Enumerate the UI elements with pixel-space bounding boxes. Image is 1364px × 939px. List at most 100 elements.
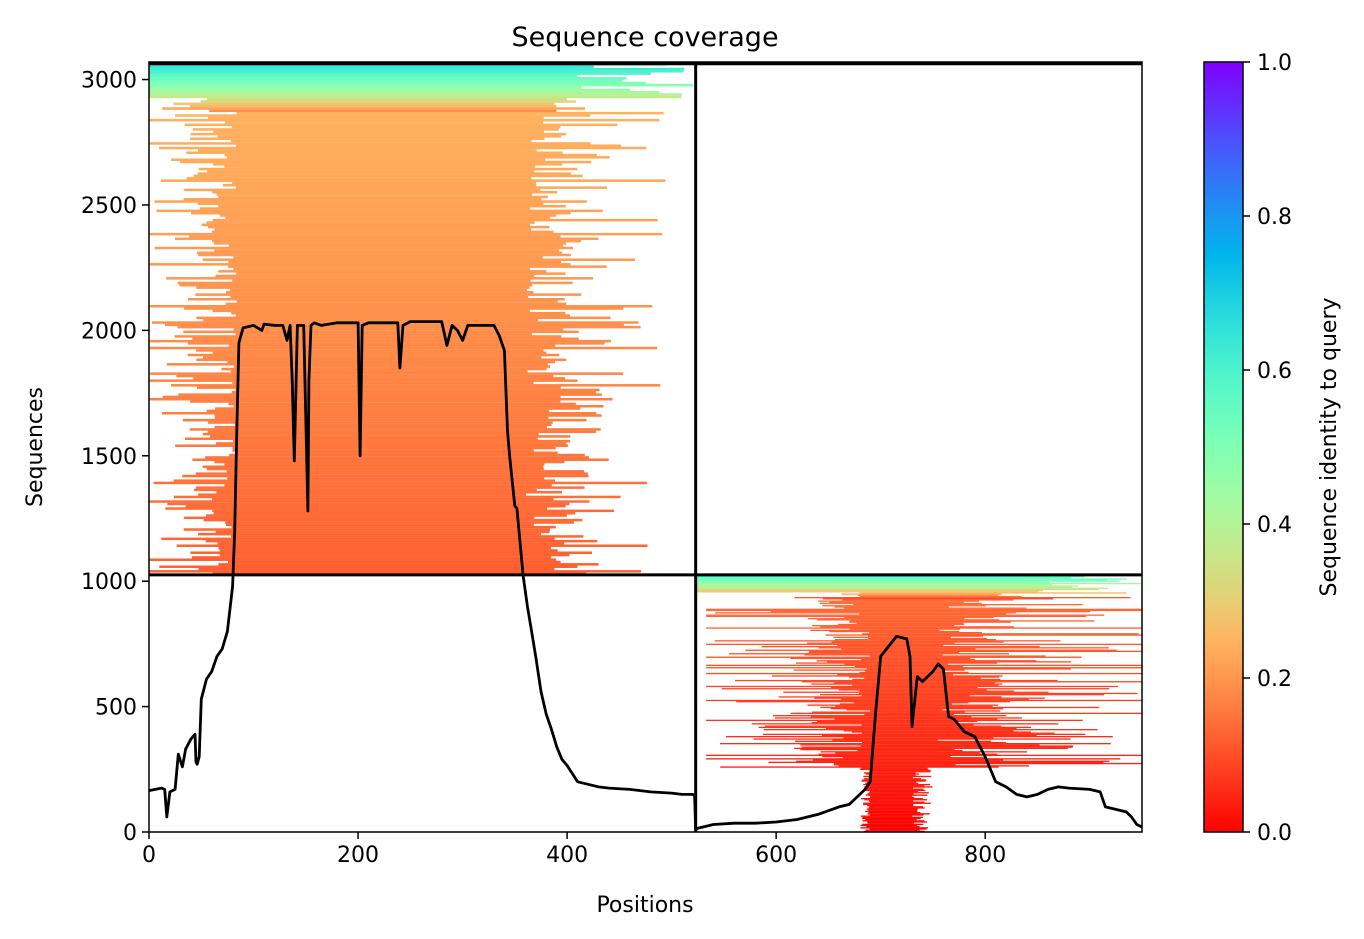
heatmap-row <box>870 801 925 803</box>
heatmap-row <box>809 650 1142 653</box>
heatmap-row <box>863 802 931 804</box>
heatmap-row <box>853 604 1083 606</box>
heatmap-row <box>154 200 587 203</box>
heatmap-row <box>695 582 1142 585</box>
heatmap-row <box>706 664 1142 667</box>
heatmap-row <box>149 558 557 561</box>
heatmap-row <box>695 588 1099 591</box>
heatmap-row <box>228 260 562 264</box>
heatmap-row <box>176 374 554 378</box>
heatmap-row <box>171 158 546 161</box>
heatmap-row <box>212 230 554 234</box>
heatmap-row <box>768 761 1104 764</box>
heatmap-row <box>173 495 621 499</box>
colorbar-tick-label: 1.0 <box>1257 51 1292 76</box>
y-tick-label: 2000 <box>81 319 137 344</box>
heatmap-row <box>834 682 995 684</box>
heatmap-row <box>736 701 1011 703</box>
heatmap-row <box>842 599 1014 601</box>
identity-heatmap <box>149 63 1142 832</box>
heatmap-row <box>714 640 1061 642</box>
heatmap-row <box>832 739 938 741</box>
heatmap-row <box>851 731 1031 733</box>
heatmap-row <box>237 451 558 454</box>
heatmap-row <box>184 188 541 192</box>
heatmap-row <box>852 684 999 686</box>
heatmap-row <box>186 177 532 180</box>
heatmap-row <box>835 752 980 754</box>
heatmap-row <box>230 295 529 299</box>
colorbar <box>1203 61 1244 833</box>
heatmap-row <box>695 579 1108 581</box>
heatmap-row <box>227 360 556 364</box>
heatmap-row <box>235 144 622 147</box>
colorbar-tick-label: 0.0 <box>1257 821 1292 846</box>
heatmap-row <box>865 829 920 831</box>
heatmap-row <box>175 237 599 240</box>
heatmap-row <box>196 316 611 320</box>
heatmap-row <box>856 622 964 625</box>
colorbar-tick-label: 0.6 <box>1257 359 1292 384</box>
heatmap-row <box>183 528 551 531</box>
x-tick-label: 200 <box>337 843 379 868</box>
heatmap-row <box>230 139 532 143</box>
heatmap-row <box>866 788 924 790</box>
heatmap-row <box>149 263 571 266</box>
heatmap-row <box>175 444 568 447</box>
heatmap-row <box>236 111 664 115</box>
heatmap-row <box>830 708 1004 710</box>
heatmap-row <box>230 288 527 292</box>
heatmap-row <box>844 663 948 665</box>
heatmap-row <box>178 393 602 396</box>
heatmap-row <box>183 330 579 334</box>
heatmap-row <box>695 584 1053 586</box>
heatmap-row <box>796 760 1110 762</box>
heatmap-row <box>149 86 582 89</box>
heatmap-row <box>228 402 576 406</box>
heatmap-row <box>869 771 931 773</box>
heatmap-row <box>826 727 1017 730</box>
heatmap-row <box>796 662 998 664</box>
heatmap-row <box>191 212 571 215</box>
chart-title: Sequence coverage <box>511 22 778 53</box>
heatmap-row <box>862 823 924 826</box>
heatmap-row <box>865 670 946 672</box>
heatmap-row <box>201 223 531 227</box>
heatmap-row <box>864 772 916 774</box>
heatmap-row <box>778 696 1002 698</box>
heatmap-row <box>207 421 553 424</box>
heatmap-row <box>187 342 605 345</box>
heatmap-row <box>203 318 539 322</box>
colorbar-label: Sequence identity to query <box>1317 297 1342 596</box>
heatmap-row <box>235 388 600 392</box>
heatmap-row <box>198 567 555 571</box>
heatmap-row <box>753 738 1071 740</box>
heatmap-row <box>867 805 914 807</box>
heatmap-row <box>230 370 528 373</box>
heatmap-row <box>149 346 658 350</box>
heatmap-row <box>216 491 562 494</box>
heatmap-row <box>203 518 583 522</box>
heatmap-row <box>183 198 542 201</box>
heatmap-row <box>166 277 594 280</box>
heatmap-row <box>818 600 979 602</box>
heatmap-row <box>159 565 578 568</box>
heatmap-row <box>224 463 545 466</box>
colorbar-tick-label: 0.4 <box>1257 513 1292 538</box>
heatmap-row <box>180 160 592 164</box>
heatmap-row <box>219 214 557 217</box>
heatmap-row <box>214 228 532 231</box>
heatmap-row <box>162 107 586 110</box>
heatmap-row <box>182 474 589 478</box>
heatmap-row <box>865 789 926 792</box>
heatmap-row <box>868 800 913 802</box>
heatmap-row <box>827 661 1072 663</box>
heatmap-row <box>159 146 647 150</box>
heatmap-row <box>695 591 1039 593</box>
heatmap-row <box>171 384 661 387</box>
heatmap-row <box>149 72 652 75</box>
heatmap-row <box>149 74 578 78</box>
heatmap-row <box>236 300 558 303</box>
heatmap-row <box>205 539 598 543</box>
heatmap-row <box>233 256 543 259</box>
